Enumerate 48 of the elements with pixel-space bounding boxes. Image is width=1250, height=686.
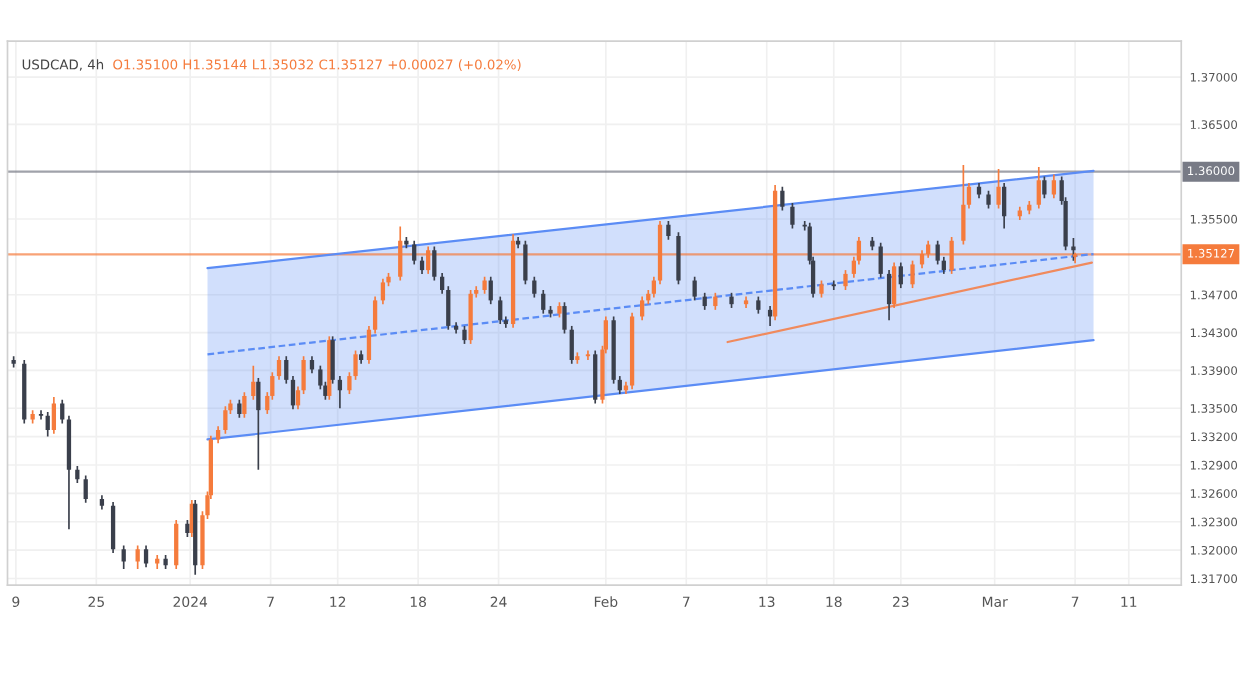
candlestick — [83, 474, 88, 504]
candlestick — [60, 398, 65, 425]
candlestick — [1051, 173, 1057, 200]
candlestick — [523, 239, 528, 286]
candlestick — [290, 375, 296, 411]
candlestick — [541, 289, 546, 315]
candlestick — [532, 275, 537, 299]
candlestick — [143, 544, 149, 569]
candlestick — [38, 409, 44, 421]
candlestick — [640, 295, 645, 322]
candlestick — [174, 519, 179, 570]
candlestick — [412, 239, 417, 266]
candlestick — [1042, 175, 1047, 200]
candlestick — [284, 355, 289, 385]
candlestick — [666, 220, 671, 241]
candlestick — [961, 164, 966, 246]
candlestick — [121, 544, 126, 570]
candlestick — [996, 168, 1001, 210]
candlestick — [135, 544, 140, 570]
candlestick — [692, 275, 697, 302]
candlestick — [498, 295, 503, 325]
candlestick — [256, 377, 261, 471]
candlestick — [242, 391, 247, 419]
candlestick — [276, 355, 282, 381]
candlestick — [251, 364, 256, 401]
candlestick — [330, 335, 335, 385]
candlestick — [898, 261, 903, 289]
candlestick — [780, 186, 785, 212]
candlestick — [935, 239, 940, 266]
candlestick — [45, 411, 50, 438]
candlestick — [1036, 166, 1041, 210]
candlestick — [468, 289, 473, 345]
candlestick — [1002, 182, 1007, 230]
candlestick — [562, 301, 567, 335]
candlestick — [886, 269, 892, 322]
candlestick — [110, 501, 116, 554]
candlestick — [223, 405, 228, 435]
candlestick — [910, 259, 915, 289]
candlestick — [878, 241, 883, 279]
candlestick — [51, 396, 57, 435]
candlestick — [432, 245, 437, 282]
candlestick — [380, 277, 386, 306]
candlestick — [593, 349, 598, 405]
candlestick — [891, 261, 897, 309]
candlestick — [569, 325, 574, 365]
candlestick — [790, 202, 795, 230]
candlestick — [676, 231, 681, 286]
candlestick — [843, 269, 848, 291]
